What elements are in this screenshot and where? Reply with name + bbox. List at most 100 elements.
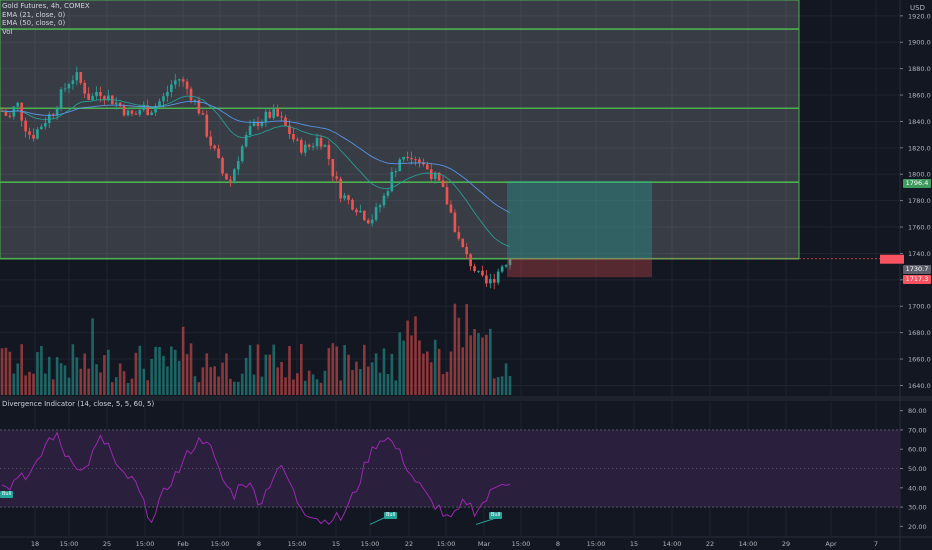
candle-body xyxy=(107,95,110,101)
osc-tick-label: 20.00 xyxy=(908,523,927,531)
volume-bar xyxy=(205,353,209,395)
candle-body xyxy=(362,210,366,221)
volume-bar xyxy=(217,376,220,395)
volume-bar xyxy=(79,368,83,395)
price-tick-label: 1840.0 xyxy=(908,118,931,126)
volume-bar xyxy=(327,348,331,395)
volume-bar xyxy=(323,370,327,395)
candle-body xyxy=(429,169,433,179)
volume-bar xyxy=(185,354,189,395)
volume-bar xyxy=(492,378,496,395)
volume-bar xyxy=(240,373,244,395)
volume-bar xyxy=(390,353,394,395)
volume-bar xyxy=(91,318,94,395)
candle-body xyxy=(402,156,405,160)
ema-lines xyxy=(1,95,511,247)
volume-bar xyxy=(193,376,197,395)
candle-body xyxy=(496,271,500,283)
volume-bar xyxy=(469,335,472,395)
candle-body xyxy=(280,116,283,118)
candle-body xyxy=(370,219,374,224)
candle-body xyxy=(319,137,323,147)
price-tick-label: 1660.0 xyxy=(908,356,931,364)
candle-body xyxy=(390,171,394,192)
volume-bar xyxy=(20,344,23,395)
axes: 18 15:00 25 15:00 Feb 15:00 8 15:00 15 15:00 22 15:… xyxy=(31,12,931,548)
candle-body xyxy=(335,176,339,179)
price-tag-lower: 1717.3 xyxy=(903,275,931,284)
candle-body xyxy=(461,238,465,248)
volume-bar xyxy=(418,340,421,395)
candle-body xyxy=(272,108,276,118)
time-tick-label: 15:00 xyxy=(136,540,155,548)
oscillator-pane xyxy=(0,429,900,526)
volume-bar xyxy=(134,352,138,395)
price-tag-upper: 1796.4 xyxy=(903,179,931,188)
candle-body xyxy=(441,180,445,188)
indicator-title[interactable]: Divergence Indicator (14, close, 5, 5, 6… xyxy=(2,400,155,408)
candle-body xyxy=(193,100,197,102)
volume-bar xyxy=(170,346,173,395)
osc-tick-label: 50.00 xyxy=(908,465,927,473)
volume-bar xyxy=(16,363,20,395)
volume-bar xyxy=(103,355,106,395)
volume-bar xyxy=(307,370,311,395)
volume-bar xyxy=(370,362,374,395)
candle-body xyxy=(4,110,8,116)
volume-bar xyxy=(201,367,205,395)
candle-body xyxy=(477,270,480,272)
volume-bar xyxy=(410,335,413,395)
price-tick-label: 1700.0 xyxy=(908,303,931,311)
candle-body xyxy=(201,113,205,115)
candle-body xyxy=(248,126,252,136)
ema-line xyxy=(1,101,511,214)
ema50-legend[interactable]: EMA (50, close, 0) xyxy=(2,19,66,27)
volume-bar xyxy=(59,363,63,395)
volume-bar xyxy=(268,354,272,395)
ema21-legend[interactable]: EMA (21, close, 0) xyxy=(2,10,66,19)
volume-bar xyxy=(496,377,500,395)
time-tick-label: 15:00 xyxy=(437,540,456,548)
volume-bar xyxy=(126,382,130,395)
candle-body xyxy=(296,139,299,141)
candle-body xyxy=(465,247,468,255)
pane-divider xyxy=(0,396,932,401)
candle-body xyxy=(40,126,43,130)
price-tick-label: 1860.0 xyxy=(908,92,931,100)
candle-body xyxy=(154,105,157,113)
candle-body xyxy=(473,266,476,271)
volume-legend[interactable]: Vol xyxy=(2,27,13,36)
candle-body xyxy=(426,164,429,170)
volume-bar xyxy=(197,382,201,395)
symbol-title[interactable]: Gold Futures, 4h, COMEX xyxy=(2,2,90,10)
volume-bar xyxy=(315,379,319,395)
stop-zone xyxy=(507,258,652,278)
position-tool[interactable] xyxy=(507,180,904,278)
volume-bar xyxy=(47,356,51,395)
candle-body xyxy=(398,159,402,172)
volume-bar xyxy=(40,345,43,395)
candle-body xyxy=(63,88,67,90)
price-tick-label: 1920.0 xyxy=(908,12,931,20)
volume-bar xyxy=(36,352,39,395)
volume-bar xyxy=(272,344,276,395)
volume-bar xyxy=(276,367,279,395)
price-tick-label: 1800.0 xyxy=(908,171,931,179)
candle-body xyxy=(138,110,142,115)
candle-body xyxy=(500,266,504,272)
volume-bar xyxy=(485,334,488,395)
volume-bar xyxy=(75,357,79,395)
volume-bar xyxy=(260,376,264,395)
candle-body xyxy=(378,205,382,208)
volume-bar xyxy=(437,348,441,395)
candle-body xyxy=(264,111,268,122)
chart-legend: Gold Futures, 4h, COMEX EMA (21, close, … xyxy=(2,2,90,36)
osc-tick-label: 30.00 xyxy=(908,504,927,512)
time-tick-label: 15 xyxy=(332,540,340,548)
volume-bar xyxy=(347,354,350,395)
candle-body xyxy=(142,105,146,111)
candle-body xyxy=(453,212,457,233)
volume-bar xyxy=(28,371,31,395)
volume-bar xyxy=(229,378,232,395)
